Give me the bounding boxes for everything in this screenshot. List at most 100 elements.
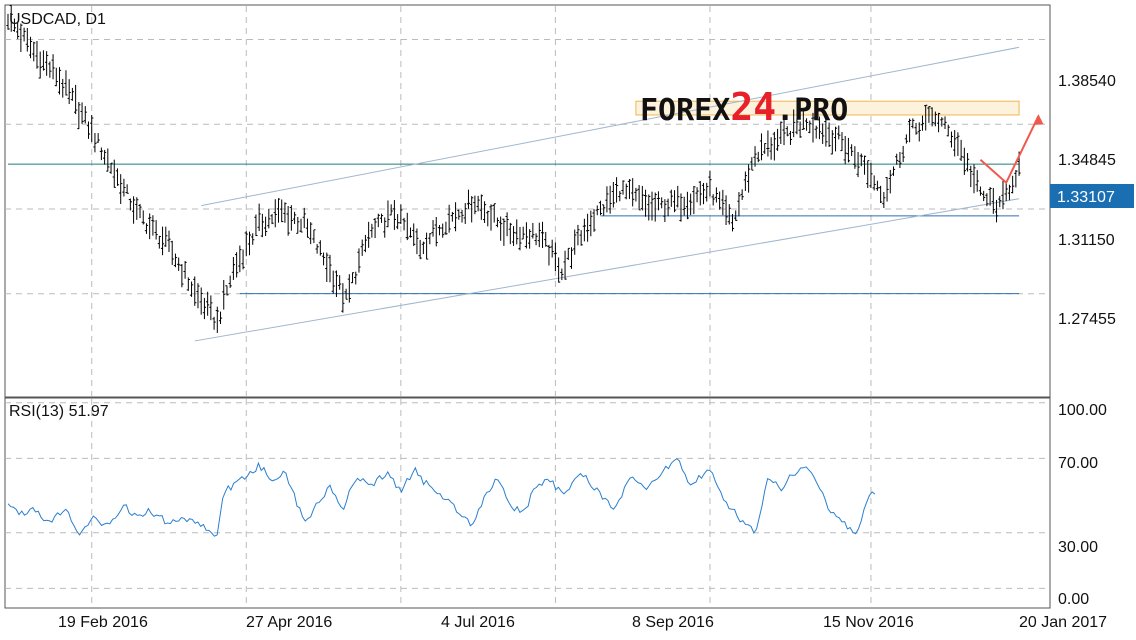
ohlc-bar [325,252,329,283]
ohlc-bar [734,210,738,221]
ohlc-bar [257,203,261,232]
ohlc-bar [425,232,429,260]
ohlc-bar [199,287,203,315]
ohlc-bar [856,151,860,178]
ohlc-bar [660,197,664,209]
ohlc-bar [676,185,680,208]
ohlc-bar [1001,180,1005,210]
ohlc-bar [879,185,883,204]
ohlc-bar [77,101,81,130]
ohlc-bar [569,247,574,269]
ohlc-bar [273,199,277,228]
ohlc-bar [573,229,577,255]
ohlc-bar [299,218,303,233]
ohlc-bar [946,124,950,137]
ohlc-bar [96,133,100,143]
ohlc-bar [779,121,783,144]
chart-title: USDCAD, D1 [9,11,106,28]
ohlc-bar [524,222,529,249]
ohlc-bar [83,106,87,124]
ohlc-bar [122,178,126,197]
ohlc-bar [379,213,384,223]
ohlc-bar [985,193,989,207]
ohlc-bar [627,179,632,199]
ohlc-bar [837,125,841,140]
ohlc-bar [466,189,471,209]
ohlc-bar [360,239,364,256]
ohlc-bar [936,112,941,133]
ohlc-bar [289,205,293,231]
ohlc-bar [537,222,541,248]
ohlc-bar [254,214,258,237]
ohlc-bar [74,84,78,115]
ohlc-bar [373,217,377,239]
ohlc-bar [12,18,17,32]
ohlc-bar [962,147,966,175]
ohlc-bar [247,231,252,256]
ohlc-bar [959,139,963,161]
ohlc-bar [103,149,107,165]
ohlc-bar [296,216,300,234]
ohlc-bar [643,189,648,217]
ohlc-bar [679,193,683,222]
ohlc-bar [511,226,516,246]
ohlc-bar [376,213,380,228]
ohlc-bar [833,126,838,152]
ohlc-bar [943,116,947,130]
ohlc-bar [115,168,120,186]
ohlc-bar [35,41,39,69]
ohlc-bar [611,181,615,208]
ohlc-bar [112,159,116,188]
ohlc-bar [737,192,741,217]
ohlc-bar [988,187,992,206]
ohlc-bar [695,187,699,203]
ohlc-bar [547,244,551,266]
ohlc-bar [705,182,709,202]
ohlc-bar [25,28,29,52]
ohlc-bar [54,67,58,87]
forecast-arrow-head [1033,114,1044,126]
ohlc-bar [924,104,928,131]
ohlc-bar [86,121,91,139]
ohlc-bar [32,41,36,62]
ohlc-bar [566,247,570,260]
ohlc-bar [109,162,113,174]
ohlc-bar [80,102,84,125]
ohlc-bar [817,116,822,140]
ohlc-bar [99,147,103,161]
main-plot-frame [4,4,1051,398]
x-axis: 19 Feb 2016 27 Apr 2016 4 Jul 2016 8 Sep… [58,614,1107,631]
ohlc-bar [167,230,171,252]
ohlc-bar [45,51,49,76]
ohlc-bar [51,54,55,80]
watermark-part2: 24 [730,85,776,129]
ohlc-bar [482,201,487,223]
ohlc-bar [318,240,322,256]
ohlc-bar [225,285,229,296]
ohlc-bar [418,239,422,260]
ohlc-bar [582,218,586,242]
ohlc-bar [750,157,754,171]
ohlc-bar [283,202,287,223]
ohlc-bar [479,194,483,220]
ohlc-bar [260,213,264,238]
ohlc-bar [415,228,419,255]
ohlc-bar [189,281,194,297]
ohlc-bar [6,13,10,30]
ohlc-bar [933,111,937,127]
ohlc-bar [228,275,232,288]
ohlc-bar [998,196,1002,208]
ohlc-bar [634,187,638,202]
ohlc-bar [508,222,512,245]
ohlc-bar [251,233,255,245]
ohlc-bar [656,191,661,211]
ohlc-bar [920,115,925,131]
ohlc-bar [389,204,393,216]
x-tick-label: 27 Apr 2016 [246,614,332,631]
ohlc-bar [531,222,535,239]
ohlc-bar [235,252,239,278]
ohlc-bar [975,170,979,192]
ohlc-bar [405,212,409,241]
rsi-y-tick-label: 30.00 [1058,539,1098,556]
ohlc-bar [444,221,448,235]
